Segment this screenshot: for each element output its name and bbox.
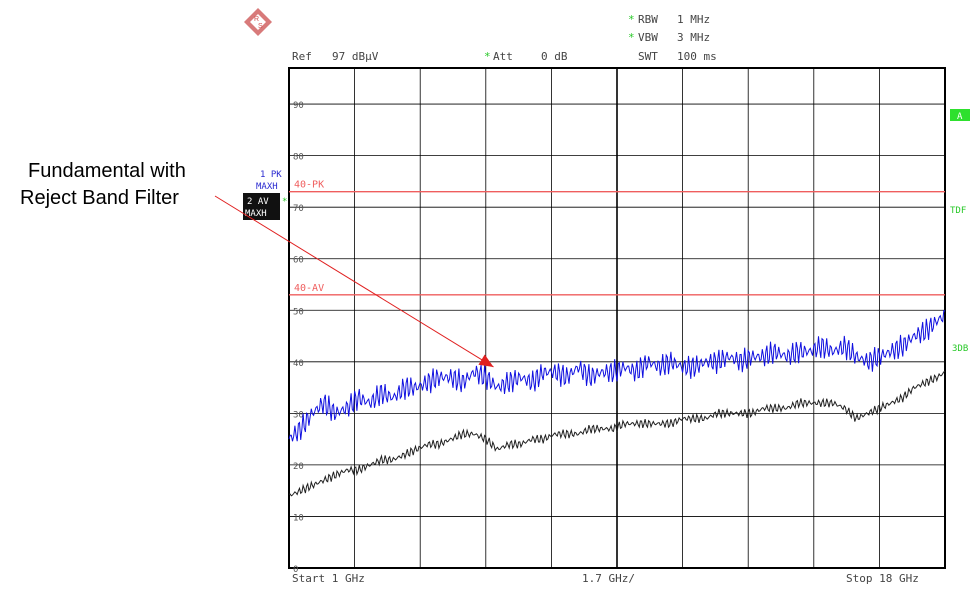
- annotation-line1: Fundamental with: [28, 160, 186, 182]
- rbw-label: RBW: [638, 13, 658, 26]
- traces: [288, 309, 946, 497]
- svg-text:S: S: [258, 23, 263, 30]
- trace2-label-box: [243, 193, 280, 220]
- ref-value: 97 dBµV: [332, 50, 379, 63]
- average-trace: [288, 370, 946, 497]
- swt-label: SWT: [638, 50, 658, 63]
- trace1-label-b: MAXH: [256, 182, 278, 192]
- y-tick-label: 0: [293, 565, 298, 575]
- att-label: Att: [493, 50, 513, 63]
- annotation-line2: Reject Band Filter: [20, 187, 179, 209]
- footer-stop: Stop 18 GHz: [846, 572, 919, 585]
- y-tick-label: 30: [293, 410, 304, 420]
- vbw-value: 3 MHz: [677, 31, 710, 44]
- rohde-schwarz-logo: R S: [244, 8, 272, 36]
- y-tick-labels: 0 10 20 30 40 50 60 70 80 90: [293, 101, 304, 575]
- peak-trace: [288, 309, 946, 442]
- arrow-line: [214, 195, 494, 368]
- y-tick-label: 50: [293, 307, 304, 317]
- trace2-label-b: MAXH: [245, 209, 267, 219]
- y-tick-label: 10: [293, 513, 304, 523]
- footer-start: Start 1 GHz: [292, 572, 365, 585]
- trace1-label-a: 1 PK: [260, 170, 282, 180]
- limit-line-label: 40-AV: [294, 283, 324, 294]
- tdf-label: TDF: [950, 206, 966, 216]
- y-tick-label: 70: [293, 204, 304, 214]
- arrow-head: [478, 354, 494, 367]
- 3db-label: 3DB: [952, 344, 968, 354]
- footer-div: 1.7 GHz/: [582, 572, 635, 585]
- att-value: 0 dB: [541, 50, 568, 63]
- trace2-label-a: 2 AV: [247, 197, 269, 207]
- y-tick-label: 90: [293, 101, 304, 111]
- marker-a-box: [950, 109, 970, 121]
- y-tick-label: 20: [293, 462, 304, 472]
- y-tick-label: 80: [293, 153, 304, 163]
- att-star: *: [484, 50, 491, 63]
- ref-label: Ref: [292, 50, 312, 63]
- svg-text:R: R: [254, 16, 259, 23]
- swt-value: 100 ms: [677, 50, 717, 63]
- vbw-star: *: [628, 31, 635, 44]
- limit-line-label: 40-PK: [294, 180, 324, 191]
- annotation-arrow: [214, 195, 494, 368]
- trace2-star: *: [282, 197, 287, 207]
- rbw-star: *: [628, 13, 635, 26]
- grid: [289, 68, 945, 569]
- vbw-label: VBW: [638, 31, 658, 44]
- limit-lines: 40-PK 40-AV: [289, 180, 945, 296]
- y-tick-label: 40: [293, 359, 304, 369]
- y-tick-label: 60: [293, 256, 304, 266]
- rbw-value: 1 MHz: [677, 13, 710, 26]
- marker-a-label: A: [957, 112, 963, 122]
